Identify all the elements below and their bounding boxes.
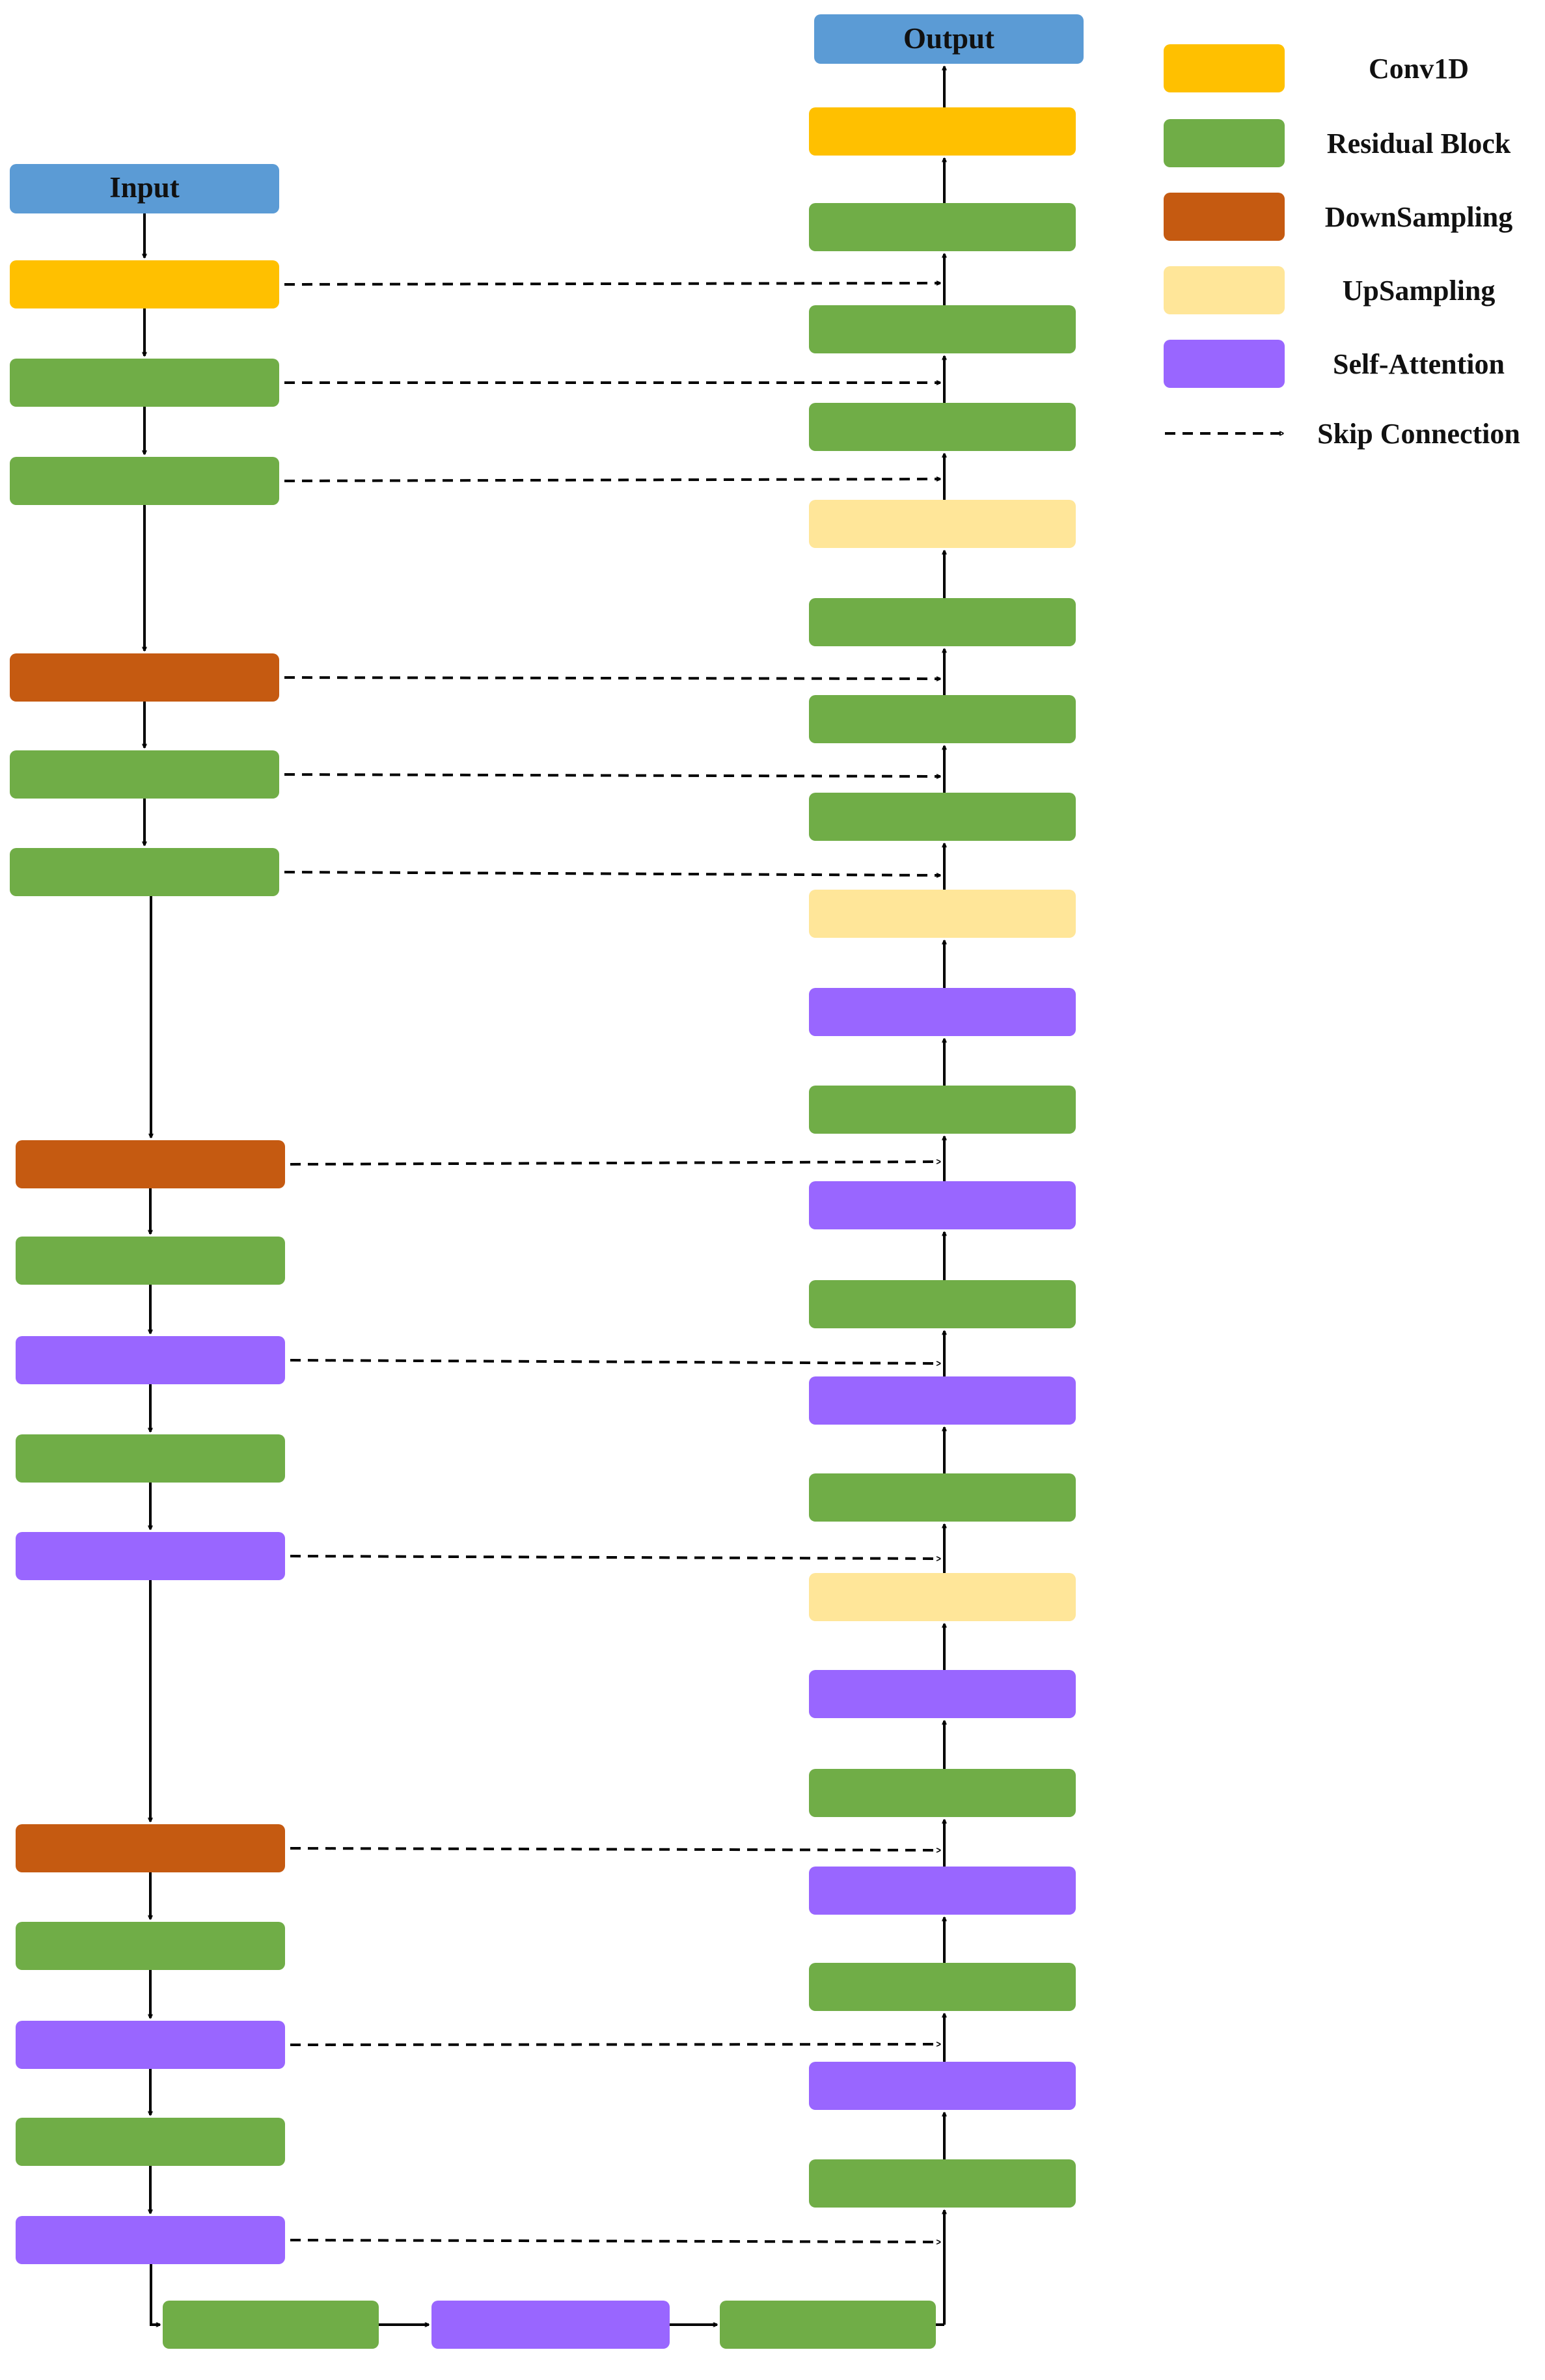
encoder-residual-block	[10, 848, 279, 896]
legend-swatch-residual-block	[1164, 119, 1285, 167]
legend-item-conv: Conv1D	[1164, 44, 1469, 92]
decoder-self-attention	[809, 1376, 1076, 1425]
decoder-self-attention	[809, 1670, 1076, 1718]
encoder-downsampling	[16, 1140, 285, 1188]
decoder-residual-block	[809, 598, 1076, 646]
encoder-residual-block	[10, 750, 279, 799]
legend-label: Self-Attention	[1333, 348, 1505, 380]
legend-item-skip: Skip Connection	[1165, 418, 1520, 450]
decoder-upsampling	[809, 1573, 1076, 1621]
encoder-residual-block	[16, 1237, 285, 1285]
encoder-self-attention	[16, 2021, 285, 2069]
legend-item-down: DownSampling	[1164, 193, 1512, 241]
legend: Conv1D Residual Block DownSampling UpSampli…	[1164, 44, 1520, 450]
encoder-residual-block	[16, 2118, 285, 2166]
encoder-downsampling	[10, 653, 279, 702]
encoder-self-attention	[16, 1532, 285, 1580]
skip-connection-arrow	[290, 2044, 940, 2045]
legend-swatch-conv1d	[1164, 44, 1285, 92]
decoder-self-attention	[809, 1867, 1076, 1915]
encoder-residual-block	[16, 1922, 285, 1970]
skip-connection-arrow	[290, 1162, 940, 1166]
legend-label: Skip Connection	[1317, 418, 1520, 450]
decoder-residual-block	[809, 305, 1076, 353]
skip-connection-arrow	[284, 773, 940, 776]
decoder-residual-block	[809, 1280, 1076, 1328]
encoder-residual-block	[10, 359, 279, 407]
encoder-self-attention	[16, 2216, 285, 2264]
skip-connection-arrow	[284, 283, 940, 286]
decoder-residual-block	[809, 1086, 1076, 1134]
bottleneck-residual-block	[163, 2301, 379, 2349]
skip-connection-arrow	[284, 676, 940, 679]
bottleneck-residual-block	[720, 2301, 936, 2349]
connections-layer	[144, 66, 944, 2325]
input-label: Input	[109, 171, 180, 204]
output-block: Output	[814, 14, 1084, 64]
skip-connection-arrow	[290, 1555, 940, 1559]
decoder-self-attention	[809, 2062, 1076, 2110]
legend-item-up: UpSampling	[1164, 266, 1495, 314]
decoder-self-attention	[809, 1181, 1076, 1229]
decoder-residual-block	[809, 1769, 1076, 1817]
legend-swatch-self-attention	[1164, 340, 1285, 388]
legend-swatch-upsampling	[1164, 266, 1285, 314]
decoder-upsampling	[809, 500, 1076, 548]
decoder-upsampling	[809, 890, 1076, 938]
skip-connection-arrow	[290, 1359, 940, 1363]
input-box	[10, 164, 279, 213]
encoder-downsampling	[16, 1824, 285, 1872]
encoder-residual-block	[10, 457, 279, 505]
output-box	[814, 14, 1084, 64]
skip-connection-arrow	[284, 479, 940, 482]
blocks-layer: Input Output	[10, 14, 1084, 2349]
legend-item-residual: Residual Block	[1164, 119, 1511, 167]
encoder-residual-block	[16, 1434, 285, 1483]
legend-label: Residual Block	[1327, 128, 1511, 159]
decoder-residual-block	[809, 793, 1076, 841]
legend-label: Conv1D	[1369, 53, 1469, 85]
decoder-residual-block	[809, 1963, 1076, 2011]
encoder-conv1d	[10, 260, 279, 308]
legend-label: DownSampling	[1325, 201, 1513, 233]
decoder-residual-block	[809, 1473, 1076, 1522]
skip-connection-arrow	[284, 871, 940, 875]
decoder-self-attention	[809, 988, 1076, 1036]
legend-label: UpSampling	[1343, 275, 1496, 307]
legend-swatch-downsampling	[1164, 193, 1285, 241]
output-label: Output	[903, 22, 994, 55]
encoder-self-attention	[16, 1336, 285, 1384]
decoder-residual-block	[809, 403, 1076, 451]
skip-connection-arrow	[290, 2239, 940, 2242]
decoder-residual-block	[809, 203, 1076, 251]
legend-item-attn: Self-Attention	[1164, 340, 1505, 388]
decoder-residual-block	[809, 695, 1076, 743]
decoder-residual-block	[809, 2159, 1076, 2208]
skip-connection-arrow	[290, 1847, 940, 1850]
bottleneck-self-attention	[431, 2301, 670, 2349]
decoder-conv1d	[809, 107, 1076, 156]
input-block: Input	[10, 164, 279, 213]
